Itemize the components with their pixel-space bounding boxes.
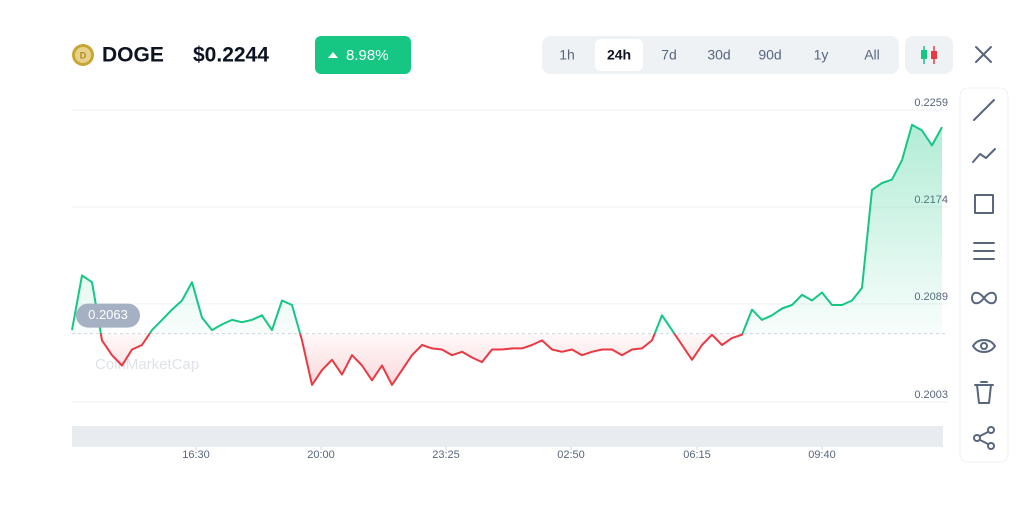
range-button[interactable]: 1y [814, 47, 829, 63]
rect-tool[interactable] [974, 194, 994, 214]
x-tick-label: 20:00 [307, 449, 335, 461]
x-tick-label: 16:30 [182, 449, 210, 461]
candle-icon [921, 46, 937, 64]
range-button[interactable]: 1h [559, 47, 575, 63]
range-button[interactable]: 7d [661, 47, 677, 63]
baseline-label-bg [76, 303, 140, 328]
change-badge [315, 36, 411, 74]
x-tick-label: 23:25 [432, 449, 460, 461]
coin-symbol: DOGE [102, 44, 164, 67]
drawing-toolbar [959, 87, 1009, 463]
y-tick-label: 0.2003 [914, 389, 948, 401]
x-tick-label: 02:50 [557, 449, 585, 461]
watermark: CoinMarketCap [95, 356, 199, 373]
candle-toggle[interactable] [905, 36, 953, 74]
line-tool[interactable] [973, 99, 995, 121]
change-percent: 8.98% [346, 47, 389, 64]
infinity-tool[interactable] [971, 291, 997, 305]
baseline-label: 0.2063 [88, 307, 128, 322]
svg-text:D: D [80, 50, 87, 60]
coin-price: $0.2244 [193, 44, 269, 67]
x-tick-label: 09:40 [808, 449, 836, 461]
range-button[interactable]: 30d [707, 47, 730, 63]
x-tick-label: 06:15 [683, 449, 711, 461]
range-buttons: 1h 24h 7d 30d 90d 1y All [559, 39, 880, 71]
range-button-active[interactable] [595, 39, 643, 71]
share-tool[interactable] [973, 426, 995, 450]
plot-area: 0.22590.21740.20890.200316:3020:0023:250… [71, 97, 948, 461]
visibility-tool[interactable] [972, 339, 996, 353]
coin-icon: D [72, 44, 94, 66]
volume-strip [72, 426, 943, 447]
price-line [71, 123, 943, 386]
delete-tool[interactable] [974, 381, 994, 404]
price-area [72, 124, 942, 385]
range-button[interactable]: All [864, 47, 880, 63]
close-button[interactable] [975, 46, 992, 63]
up-arrow [328, 52, 338, 58]
range-button[interactable]: 24h [607, 47, 631, 63]
fib-tool[interactable] [973, 242, 995, 260]
trend-tool[interactable] [972, 148, 996, 163]
range-button[interactable]: 90d [758, 47, 781, 63]
y-tick-label: 0.2259 [914, 97, 948, 109]
